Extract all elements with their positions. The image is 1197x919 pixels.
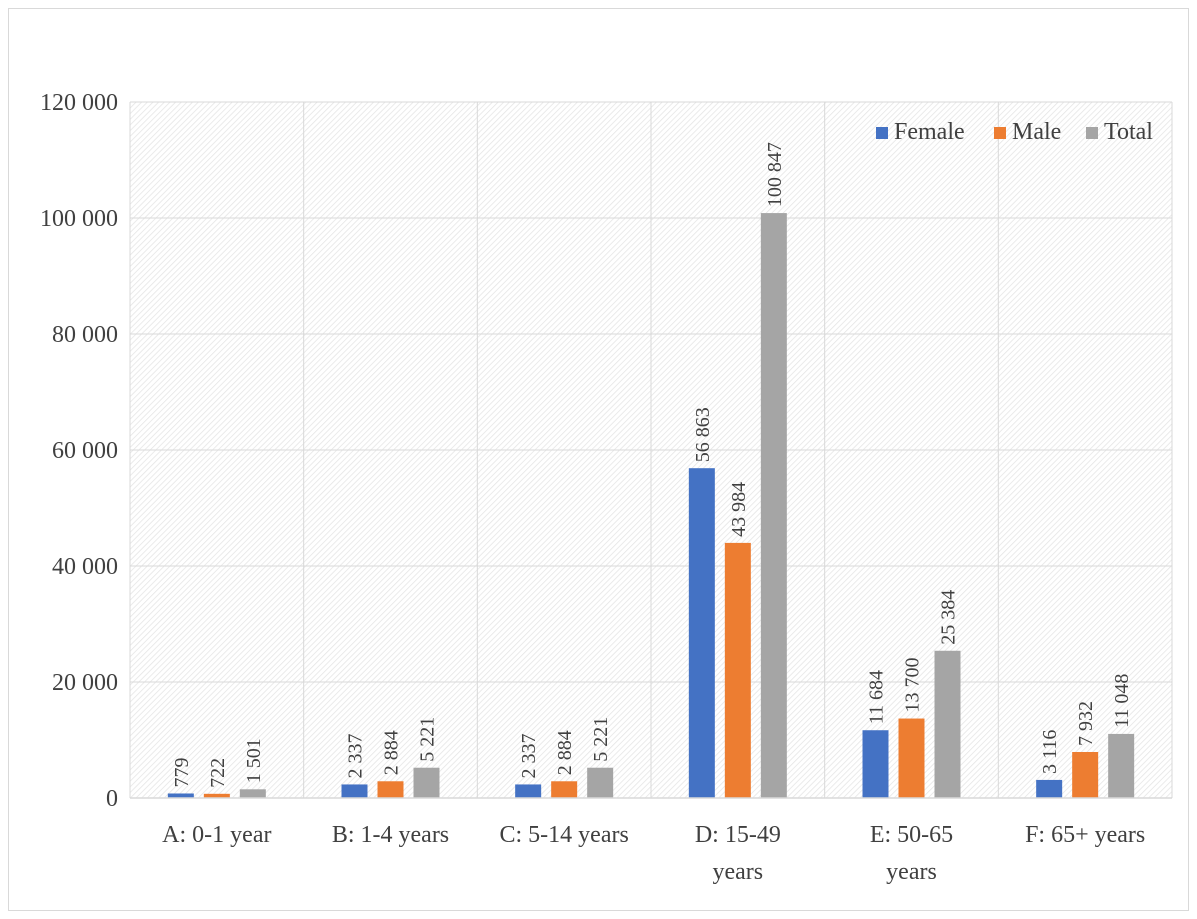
bar-female [341,784,368,798]
bar-total [1108,733,1135,798]
data-label: 2 337 [518,733,540,778]
x-tick-label: years [886,859,937,885]
legend-label-male: Male [1012,119,1061,145]
bar-total [587,767,614,798]
bar-total [934,650,961,798]
y-tick-label: 80 000 [52,322,118,348]
bar-male [377,781,404,798]
legend-swatch-male [994,127,1006,139]
data-label: 7 932 [1075,701,1097,746]
bar-female [688,468,715,798]
x-tick-label: D: 15-49 [695,822,781,848]
legend: Female Male Total [876,119,1153,145]
x-tick-label: A: 0-1 year [162,822,271,848]
bar-female [862,730,889,798]
y-tick-label: 120 000 [40,90,118,116]
data-label: 779 [171,757,193,787]
bar-female [515,784,542,798]
y-tick-label: 40 000 [52,554,118,580]
data-label: 2 337 [345,733,367,778]
data-label: 56 863 [692,407,714,462]
y-tick-label: 20 000 [52,670,118,696]
x-tick-label: B: 1-4 years [332,822,449,848]
data-label: 1 501 [243,738,265,783]
data-labels: 779 2 337 2 337 56 863 11 684 3 116 722 2 884 2 … [171,142,1133,788]
x-tick-label: years [713,859,764,885]
data-label: 3 116 [1039,730,1061,774]
x-tick-label: E: 50-65 [870,822,953,848]
legend-label-female: Female [894,119,965,145]
data-label: 2 884 [381,730,403,775]
data-label: 43 984 [728,482,750,537]
data-label: 11 048 [1111,674,1133,728]
bar-female [167,793,194,798]
legend-label-total: Total [1104,119,1153,145]
x-tick-label: C: 5-14 years [500,822,629,848]
y-tick-label: 0 [106,786,118,812]
data-label: 722 [207,758,229,788]
x-axis: A: 0-1 year B: 1-4 years C: 5-14 years D: 1… [130,797,1172,885]
bar-total [239,789,266,798]
data-label: 5 221 [417,717,439,762]
data-label: 13 700 [902,658,924,713]
x-tick-label: F: 65+ years [1025,822,1145,848]
bar-total [413,767,440,798]
legend-swatch-total [1086,127,1098,139]
bar-male [898,718,925,798]
bar-female [1036,779,1063,798]
data-label: 11 684 [866,670,888,724]
bar-total [760,213,787,798]
bar-male [1072,751,1099,798]
y-axis: 0 20 000 40 000 60 000 80 000 100 000 120 000 [40,90,118,812]
y-tick-label: 100 000 [40,206,118,232]
data-label: 25 384 [938,590,960,645]
bar-male [203,793,230,798]
data-label: 2 884 [554,730,576,775]
data-label: 5 221 [590,717,612,762]
bar-male [724,542,751,798]
y-tick-label: 60 000 [52,438,118,464]
bars [167,213,1135,798]
bar-male [551,781,578,798]
data-label: 100 847 [764,142,786,207]
legend-swatch-female [876,127,888,139]
gridlines [129,101,1173,798]
